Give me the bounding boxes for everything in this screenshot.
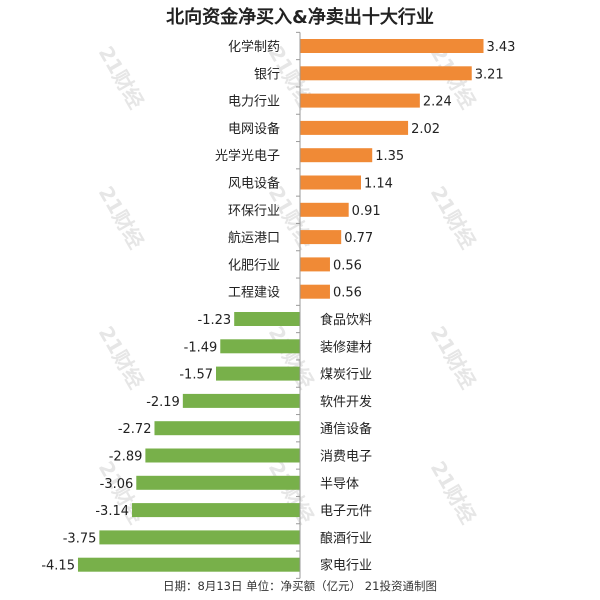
value-label: -2.19: [146, 395, 180, 410]
category-label: 家电行业: [320, 558, 372, 574]
bar: [300, 284, 330, 299]
value-label: -4.15: [41, 559, 75, 574]
category-label: 电子元件: [320, 504, 372, 519]
value-label: -1.23: [198, 313, 232, 328]
value-label: -2.89: [109, 450, 143, 465]
category-label: 银行: [254, 67, 280, 82]
value-label: 0.77: [344, 231, 373, 246]
bar: [300, 230, 342, 245]
value-label: 3.21: [475, 67, 504, 82]
category-label: 酿酒行业: [320, 530, 372, 546]
bar: [136, 475, 300, 490]
value-label: -1.57: [179, 368, 213, 383]
category-label: 航运港口: [228, 230, 280, 246]
bar: [154, 421, 300, 436]
value-label: 0.56: [333, 286, 362, 301]
category-label: 化学制药: [228, 39, 280, 55]
category-label: 环保行业: [228, 204, 280, 219]
value-label: -2.72: [118, 422, 152, 437]
category-label: 软件开发: [320, 394, 372, 410]
bar: [300, 257, 330, 272]
bar: [99, 530, 300, 545]
chart-footer: 日期：8月13日 单位：净买额（亿元） 21投资通制图: [163, 579, 437, 593]
bar: [145, 448, 300, 463]
category-label: 煤炭行业: [320, 368, 372, 383]
category-label: 半导体: [320, 477, 359, 492]
value-label: -3.06: [100, 477, 134, 492]
category-label: 电力行业: [228, 95, 280, 110]
bar: [300, 202, 349, 217]
value-label: 1.35: [375, 149, 404, 164]
category-label: 食品饮料: [320, 312, 372, 328]
bar: [300, 120, 409, 135]
bar: [216, 366, 300, 381]
value-label: -1.49: [184, 340, 218, 355]
bar: [234, 312, 300, 326]
category-label: 装修建材: [320, 340, 372, 355]
bar: [300, 39, 484, 53]
bar: [182, 393, 300, 408]
value-label: 2.02: [411, 122, 440, 137]
category-label: 工程建设: [228, 286, 280, 301]
bar: [300, 175, 361, 190]
value-label: 1.14: [364, 177, 393, 192]
value-label: 3.43: [487, 40, 516, 55]
bar: [132, 503, 300, 518]
value-label: 2.24: [423, 95, 452, 110]
value-label: 0.56: [333, 258, 362, 273]
chart-title: 北向资金净买入&净卖出十大行业: [166, 7, 434, 28]
bar: [300, 148, 373, 163]
category-label: 通信设备: [320, 421, 372, 437]
value-label: 0.91: [352, 204, 381, 219]
value-label: -3.14: [95, 504, 129, 519]
category-label: 电网设备: [228, 121, 280, 137]
category-label: 光学光电子: [215, 148, 280, 164]
bar: [220, 339, 300, 354]
category-label: 消费电子: [320, 450, 372, 465]
bar: [300, 93, 420, 108]
category-label: 化肥行业: [228, 258, 280, 273]
category-label: 风电设备: [228, 176, 280, 192]
bar: [77, 557, 300, 572]
value-label: -3.75: [63, 531, 97, 546]
bar: [300, 66, 472, 81]
